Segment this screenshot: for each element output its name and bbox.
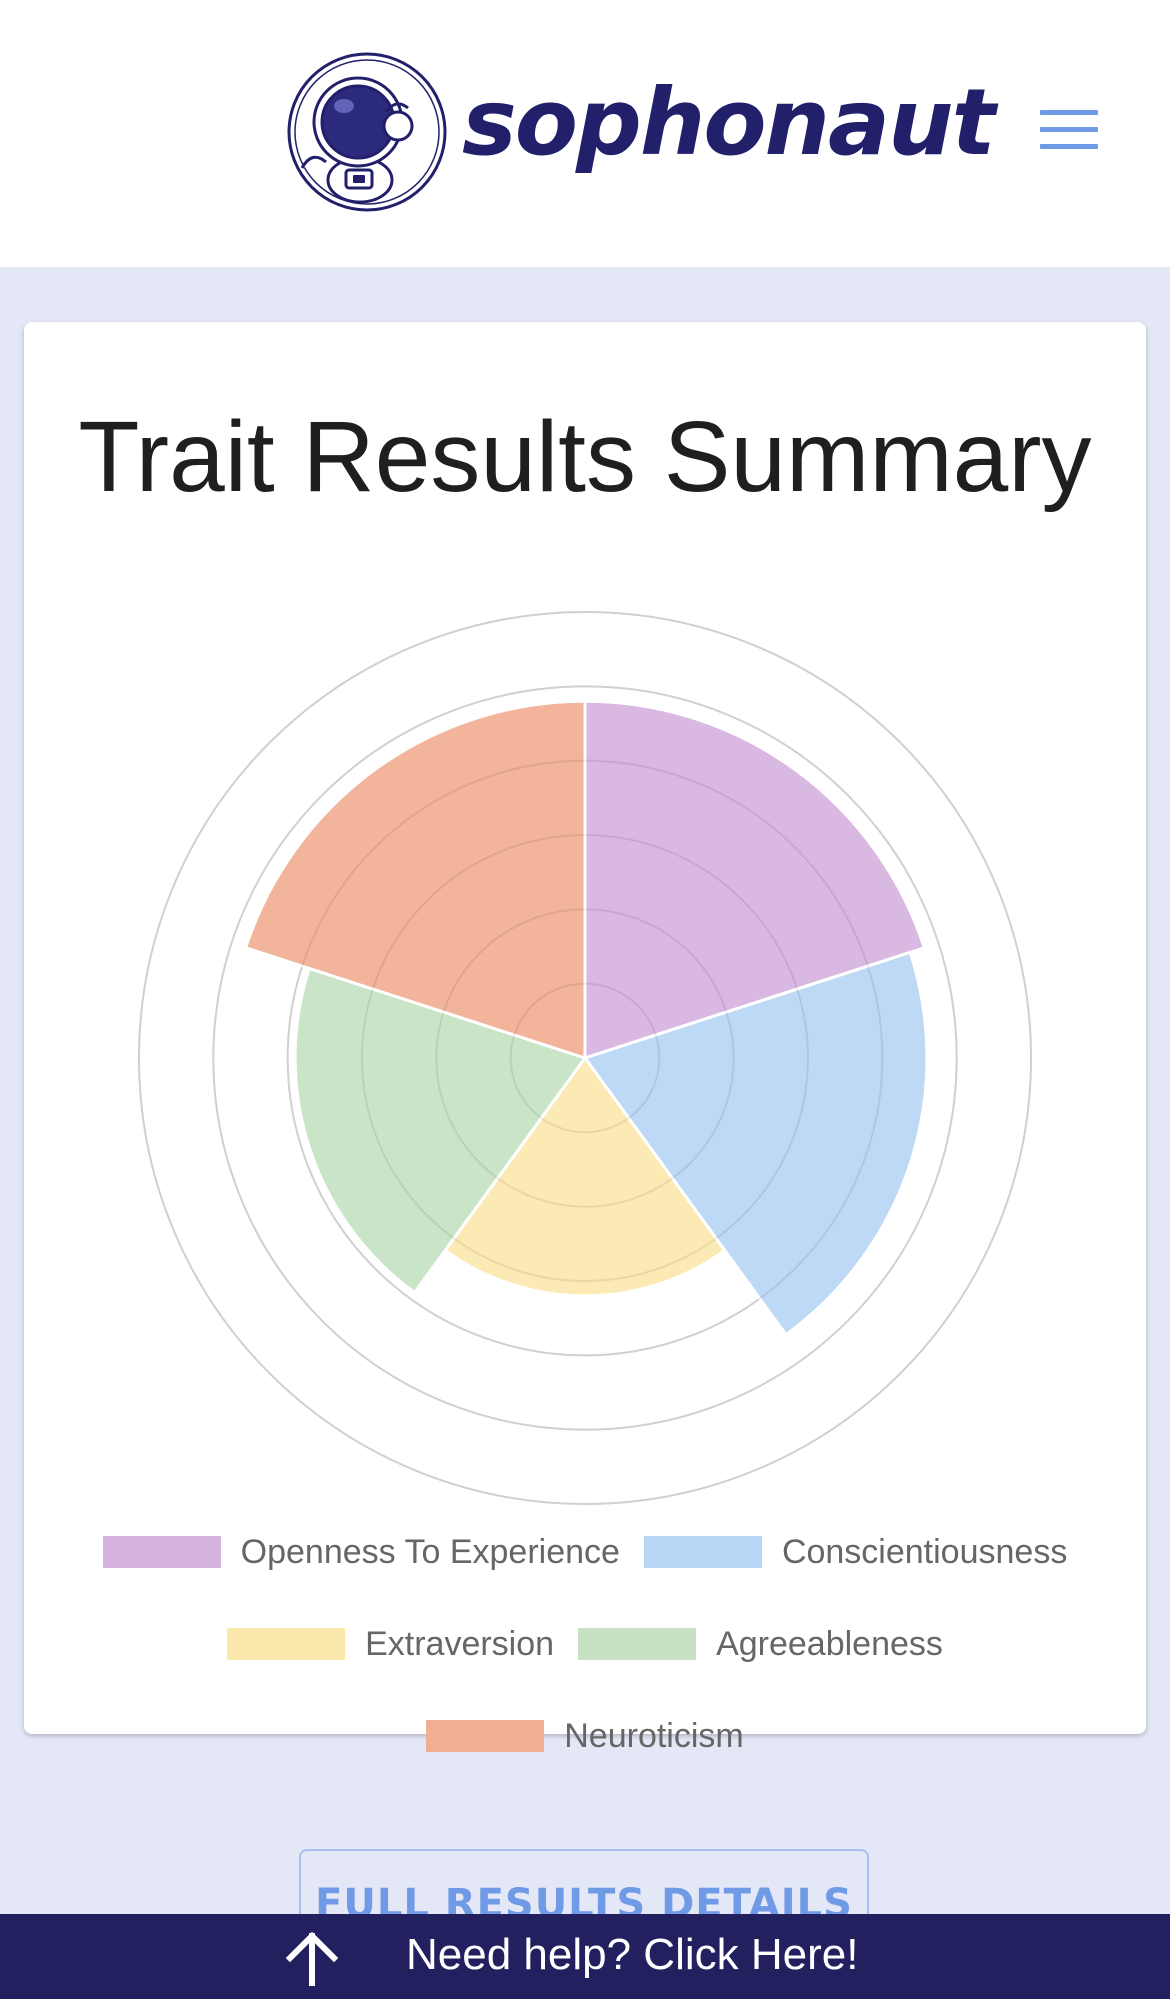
- polar-area-chart: [138, 611, 1032, 1505]
- help-label: Need help? Click Here!: [406, 1930, 859, 1979]
- grid-ring-overlay: [138, 611, 1032, 1505]
- astronaut-logo-icon: [287, 52, 447, 212]
- legend-label: Neuroticism: [564, 1716, 744, 1755]
- legend-label: Conscientiousness: [781, 1532, 1068, 1571]
- header: sophonaut: [0, 0, 1170, 267]
- grid-ring-overlay: [361, 834, 809, 1282]
- grid-ring-overlay: [509, 982, 661, 1134]
- legend-swatch: [102, 1536, 221, 1568]
- chart-segment-extraversion[interactable]: [443, 1055, 727, 1298]
- legend-swatch: [578, 1628, 697, 1660]
- chart-segment-openness-to-experience[interactable]: [583, 699, 927, 1061]
- legend-item[interactable]: Extraversion: [227, 1624, 554, 1664]
- legend-item[interactable]: Neuroticism: [426, 1716, 744, 1756]
- legend-swatch: [227, 1628, 346, 1660]
- legend-label: Agreeableness: [716, 1624, 943, 1663]
- grid-ring-overlay: [286, 759, 884, 1357]
- hamburger-menu-icon: [1040, 110, 1098, 115]
- grid-ring-overlay: [435, 908, 735, 1208]
- legend-label: Openness To Experience: [240, 1532, 620, 1571]
- help-bar[interactable]: Need help? Click Here!: [0, 1914, 1170, 1999]
- chart-segment-agreeableness[interactable]: [293, 966, 588, 1295]
- legend-item[interactable]: Conscientiousness: [643, 1532, 1068, 1572]
- page-title: Trait Results Summary: [78, 401, 1092, 513]
- grid-ring: [138, 611, 1032, 1505]
- legend-item[interactable]: Openness To Experience: [102, 1532, 620, 1572]
- chart-legend: Openness To Experience Conscientiousness E…: [84, 1532, 1086, 1756]
- menu-button[interactable]: [1040, 110, 1098, 154]
- logo[interactable]: sophonaut: [286, 48, 996, 216]
- grid-ring-overlay: [212, 685, 958, 1431]
- legend-swatch: [426, 1720, 545, 1752]
- chart-segment-neuroticism[interactable]: [243, 699, 587, 1061]
- legend-item[interactable]: Agreeableness: [578, 1624, 943, 1664]
- legend-swatch: [643, 1536, 762, 1568]
- legend-label: Extraversion: [365, 1624, 555, 1663]
- results-card: Trait Results Summary Openness To Experi…: [24, 322, 1146, 1755]
- chart-segment-conscientiousness[interactable]: [582, 950, 929, 1337]
- grid-ring: [212, 685, 958, 1431]
- brand-name: sophonaut: [462, 69, 996, 176]
- arrow-up-icon: [286, 1931, 338, 1986]
